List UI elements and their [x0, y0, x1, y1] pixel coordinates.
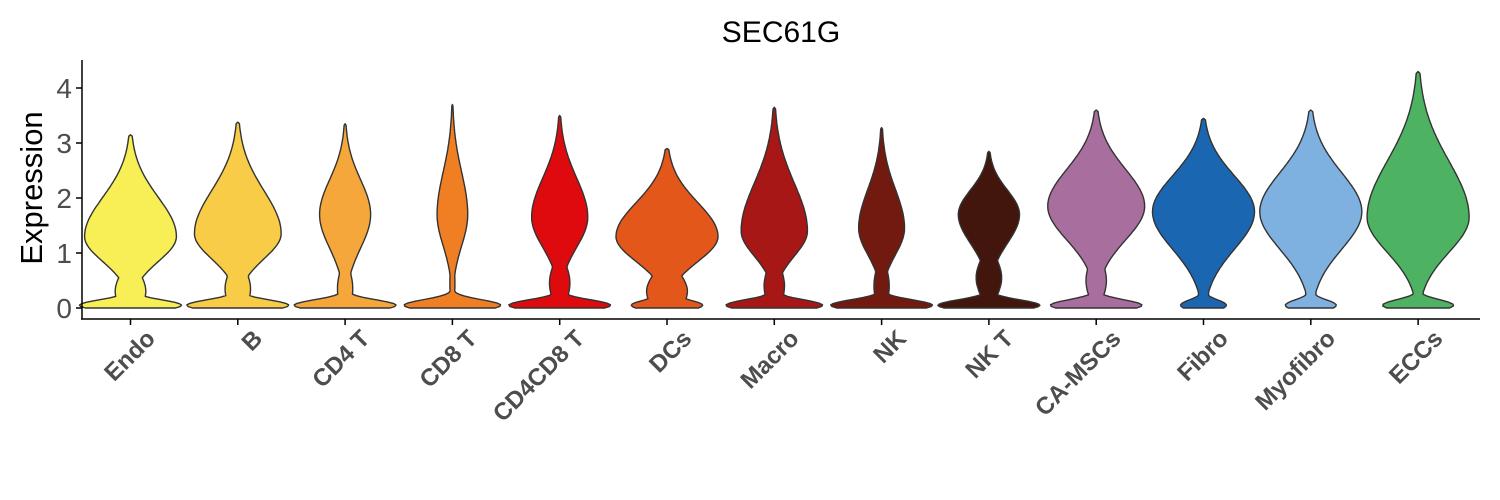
y-tick-label: 3	[56, 128, 72, 159]
x-tick-label: B	[237, 325, 268, 356]
x-tick-label: DCs	[644, 325, 697, 378]
violin-myofibro	[1259, 109, 1363, 309]
x-tick-label: CD8 T	[415, 325, 483, 393]
x-tick-label: NK	[868, 325, 912, 369]
violin-cd8-t	[403, 103, 502, 309]
y-axis-label: Expression	[14, 111, 49, 264]
x-axis-ticks: Endo B CD4 T CD8 T CD4CD8 T DCs Macro NK NK T CA-…	[99, 319, 1448, 427]
x-tick-label: ECCs	[1384, 325, 1448, 389]
violin-dcs	[615, 147, 719, 309]
violin-eccs	[1366, 70, 1470, 309]
x-tick-label: CA-MSCs	[1030, 325, 1126, 421]
violin-fibro	[1151, 117, 1256, 309]
y-axis-ticks: 0 1 2 3 4	[56, 73, 82, 324]
x-tick-label: Myofibro	[1250, 325, 1341, 416]
y-tick-label: 1	[56, 238, 72, 269]
x-tick-label: Endo	[99, 325, 161, 387]
violin-nk	[830, 126, 934, 309]
x-tick-label: NK T	[960, 325, 1019, 384]
violin-macro	[725, 106, 824, 309]
y-tick-label: 2	[56, 183, 72, 214]
x-tick-label: Fibro	[1172, 325, 1234, 387]
violin-cd4-t	[293, 123, 397, 309]
violin-endo	[78, 134, 183, 309]
violin-ca-mscs	[1047, 109, 1146, 309]
x-tick-label: CD4CD8 T	[488, 325, 590, 427]
violin-cd4cd8-t	[508, 114, 612, 309]
x-tick-label: Macro	[735, 325, 804, 394]
chart-title: SEC61G	[722, 16, 840, 49]
violin-nk-t	[937, 150, 1041, 309]
x-tick-label: CD4 T	[307, 325, 375, 393]
violin-b	[186, 121, 290, 309]
y-tick-label: 4	[56, 73, 72, 104]
y-tick-label: 0	[56, 293, 72, 324]
violin-group	[78, 70, 1470, 309]
